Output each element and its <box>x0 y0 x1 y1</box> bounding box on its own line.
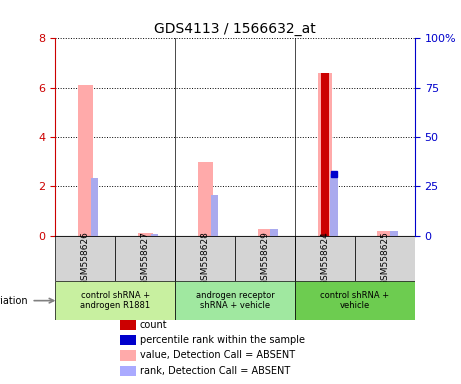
Text: value, Detection Call = ABSENT: value, Detection Call = ABSENT <box>140 351 295 361</box>
Title: GDS4113 / 1566632_at: GDS4113 / 1566632_at <box>154 22 316 36</box>
Bar <box>120 351 136 361</box>
Bar <box>295 281 415 320</box>
Text: percentile rank within the sample: percentile rank within the sample <box>140 335 305 345</box>
Bar <box>258 228 272 235</box>
Bar <box>271 228 278 235</box>
Text: GSM558629: GSM558629 <box>260 231 270 286</box>
Text: GSM558628: GSM558628 <box>201 231 210 286</box>
Bar <box>355 235 415 281</box>
Bar <box>55 281 175 320</box>
Text: androgen receptor
shRNA + vehicle: androgen receptor shRNA + vehicle <box>196 291 274 310</box>
Bar <box>55 235 115 281</box>
Bar <box>91 178 98 235</box>
Bar <box>295 235 355 281</box>
Bar <box>175 235 235 281</box>
Bar <box>318 73 332 235</box>
Bar <box>120 366 136 376</box>
Bar <box>235 235 295 281</box>
Bar <box>151 233 158 235</box>
Text: count: count <box>140 320 167 330</box>
Text: GSM558625: GSM558625 <box>380 231 390 286</box>
Bar <box>378 230 392 235</box>
Bar <box>320 73 330 235</box>
Bar <box>120 335 136 345</box>
Bar <box>78 85 93 235</box>
Bar <box>390 231 397 235</box>
Text: rank, Detection Call = ABSENT: rank, Detection Call = ABSENT <box>140 366 290 376</box>
Text: genotype/variation: genotype/variation <box>0 296 29 306</box>
Text: GSM558626: GSM558626 <box>81 231 90 286</box>
Bar <box>198 162 213 235</box>
Bar <box>138 233 153 235</box>
Bar <box>211 195 218 235</box>
Bar <box>175 281 295 320</box>
Text: control shRNA +
androgen R1881: control shRNA + androgen R1881 <box>80 291 150 310</box>
Bar <box>331 174 337 235</box>
Text: control shRNA +
vehicle: control shRNA + vehicle <box>320 291 390 310</box>
Text: GSM558624: GSM558624 <box>320 231 330 286</box>
Bar <box>115 235 175 281</box>
Text: GSM558627: GSM558627 <box>141 231 150 286</box>
Bar <box>120 320 136 330</box>
